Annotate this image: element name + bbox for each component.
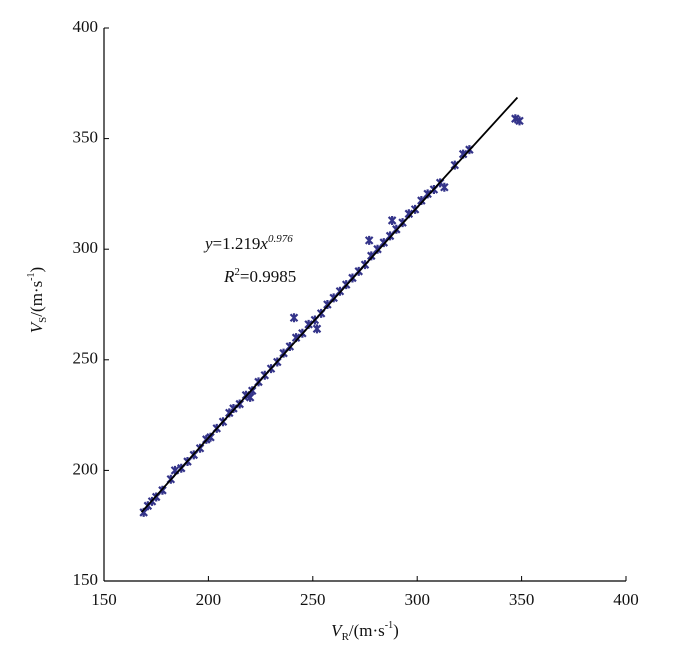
r-squared-part: 2 [234,266,240,278]
x-tick-label: 200 [196,590,222,609]
equation-part: 0.976 [268,233,293,245]
x-tick-label: 400 [613,590,639,609]
point [515,116,524,126]
point [323,300,332,309]
point [364,235,374,245]
y-tick-label: 250 [73,349,99,368]
x-tick-label: 150 [91,590,117,609]
x-axis-label-part: R [342,631,350,643]
x-axis-label-part: -1 [385,620,393,631]
point [312,324,322,334]
y-axis-label-part: /(m·s [27,281,46,317]
r-squared-part: =0.9985 [240,267,296,286]
y-tick-label: 300 [73,238,99,257]
equation-part: x [259,234,268,253]
y-tick-label: 350 [73,128,99,147]
x-tick-label: 300 [404,590,430,609]
y-axis-label-part: ) [27,267,46,273]
point [206,432,215,442]
point [289,313,299,323]
equation-part: y [203,234,213,253]
y-tick-label: 400 [73,17,99,36]
x-tick-label: 350 [509,590,535,609]
point [387,215,397,225]
y-tick-label: 200 [73,459,99,478]
r-squared: R2=0.9985 [223,266,296,286]
point [440,182,449,192]
y-axis-label-part: -1 [26,272,37,280]
point [511,114,520,124]
y-axis-label-part: V [27,320,46,333]
equation: y=1.219x0.976 [203,233,293,253]
x-axis-label-part: ) [393,621,399,640]
equation-part: =1.219 [213,234,261,253]
x-tick-label: 250 [300,590,326,609]
x-axis-label: VR/(m·s-1) [331,620,399,642]
fit-line [140,96,519,513]
y-tick-label: 150 [73,570,99,589]
x-axis-label-part: V [331,621,344,640]
point [229,403,238,413]
x-axis-label-part: /(m·s [349,621,385,640]
y-axis-label-part: S [37,317,49,323]
y-axis-label: VS/(m·s-1) [26,267,48,333]
r-squared-part: R [223,267,235,286]
